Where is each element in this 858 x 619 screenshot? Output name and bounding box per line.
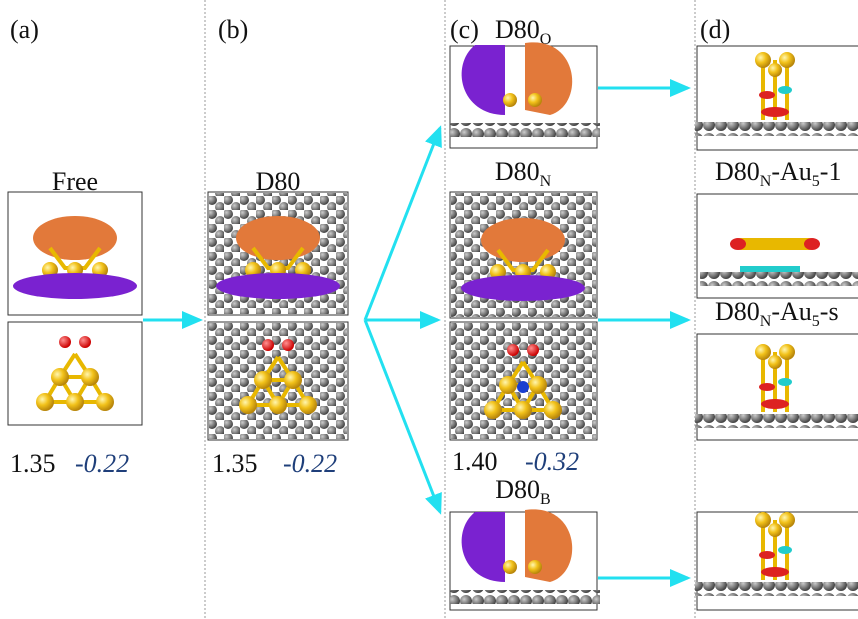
dopant-atom [517, 381, 529, 393]
subscript: N [760, 173, 772, 190]
label-text: D80 [495, 157, 540, 186]
panel-label: (a) [10, 15, 39, 44]
label-text: -1 [820, 157, 842, 186]
label-text: D80 [715, 297, 760, 326]
panel-label: (d) [700, 15, 730, 44]
charge-value: -0.32 [525, 447, 579, 476]
label-text: -Au [771, 157, 811, 186]
subscript: B [540, 491, 551, 508]
subscript: 5 [812, 173, 820, 190]
graphene [451, 323, 596, 439]
structure-title: D80N-Au5-s [715, 297, 839, 330]
panel-label: (c) [450, 15, 479, 44]
figure: (a) (b) (c) (d) Free D80 D80O D80N D80B … [0, 0, 858, 619]
structure-title: D80N-Au5-1 [715, 157, 841, 190]
subscript: 5 [812, 313, 820, 330]
label-text: -s [820, 297, 839, 326]
label-text: -Au [771, 297, 811, 326]
energy-value: 1.35 [10, 449, 56, 478]
label-text: D80 [495, 475, 540, 504]
structure-title: D80N [495, 157, 552, 190]
charge-value: -0.22 [75, 449, 129, 478]
arrow [365, 320, 440, 512]
panel-label: (b) [218, 15, 248, 44]
energy-value: 1.35 [212, 449, 258, 478]
structure-title: D80O [495, 15, 551, 48]
structure-title: D80B [495, 475, 550, 508]
subscript: N [540, 173, 552, 190]
label-text: D80 [715, 157, 760, 186]
energy-value: 1.40 [452, 447, 498, 476]
label-text: D80 [495, 15, 540, 44]
charge-value: -0.22 [283, 449, 337, 478]
subscript: N [760, 313, 772, 330]
arrow [365, 128, 440, 320]
